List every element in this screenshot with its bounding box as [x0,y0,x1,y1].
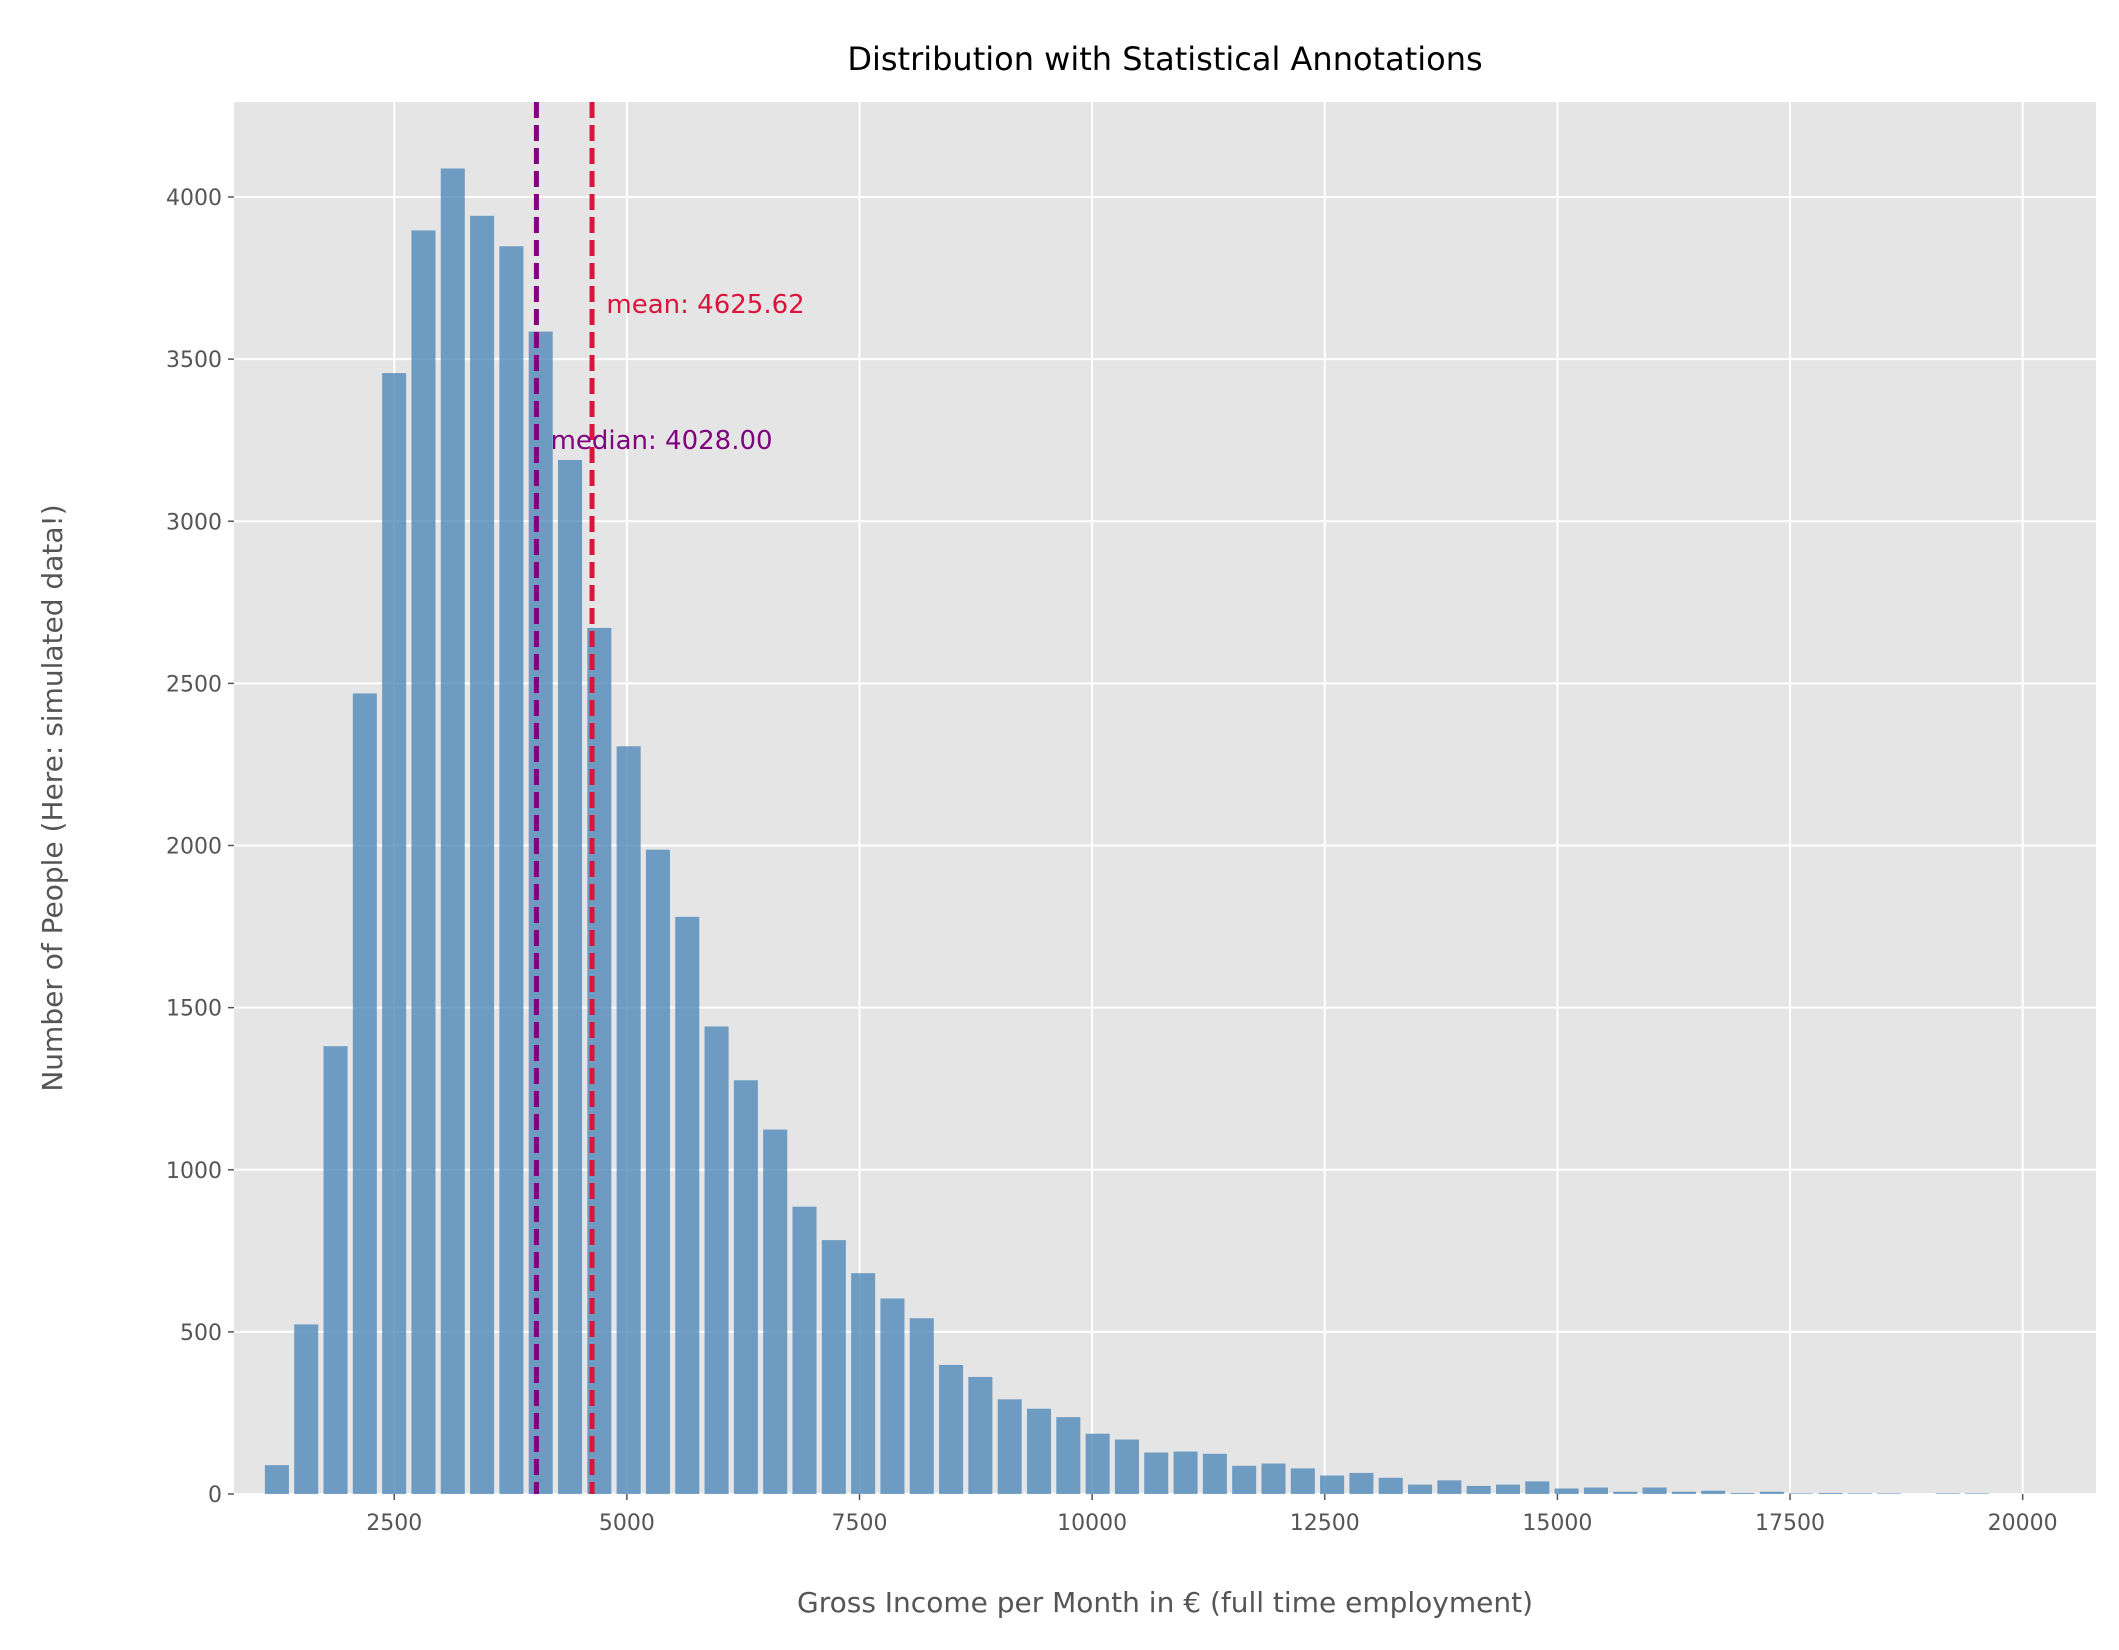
x-tick-label: 20000 [1988,1511,2058,1536]
histogram-bar [1789,1493,1814,1494]
y-axis-label: Number of People (Here: simulated data!) [36,504,69,1091]
stat-lines: mean: 4625.62 median: 4028.00 [533,102,805,1494]
histogram-bar [1935,1493,1960,1494]
median-label: median: 4028.00 [551,426,773,456]
x-tick-label: 12500 [1290,1511,1360,1536]
histogram-bar [1320,1475,1345,1494]
histogram-bar [1964,1493,1990,1494]
histogram-bar [499,246,524,1494]
y-tick-label: 2500 [166,672,222,697]
histogram-bar [1466,1485,1491,1494]
histogram-bar [557,459,583,1494]
histogram-bar [1671,1491,1696,1494]
y-tick-label: 500 [180,1321,222,1346]
histogram-bar [1759,1491,1784,1494]
histogram-bar [1085,1433,1110,1494]
histogram-bar [1261,1463,1286,1494]
mean-label: mean: 4625.62 [606,290,804,320]
histogram-bar [352,693,377,1494]
y-tick-label: 1000 [166,1159,222,1184]
histogram-bar [909,1318,934,1494]
histogram-bar [1437,1480,1462,1494]
histogram-bar [470,215,495,1495]
histogram-bar [294,1324,319,1494]
y-tick-label: 1500 [166,997,222,1022]
chart-title: Distribution with Statistical Annotation… [847,40,1482,78]
histogram-bar [968,1376,993,1494]
histogram-bar [1642,1487,1667,1494]
histogram-bar [616,746,641,1494]
histogram-bar [1349,1472,1374,1494]
histogram-bar [939,1364,964,1494]
histogram-bar [1583,1487,1608,1494]
x-tick-label: 2500 [366,1511,422,1536]
histogram-bar [1026,1408,1052,1494]
histogram-bar [440,168,465,1495]
bars [264,168,1990,1495]
x-tick-label: 7500 [832,1511,888,1536]
histogram-bar [1232,1465,1257,1494]
histogram-bar [1525,1481,1550,1494]
histogram-bar [1877,1493,1902,1494]
histogram-bar [763,1129,788,1494]
histogram-bar [1114,1439,1139,1494]
histogram-bar [382,373,407,1494]
x-tick-label: 17500 [1755,1511,1825,1536]
histogram-bar [528,331,553,1495]
histogram-bar [792,1206,817,1494]
x-axis-label: Gross Income per Month in € (full time e… [797,1586,1533,1619]
histogram-bar [1290,1468,1315,1494]
y-tick-label: 3500 [166,348,222,373]
histogram-bar [1056,1417,1081,1494]
histogram-bar [1730,1493,1755,1494]
histogram-bar [1378,1477,1403,1494]
histogram-bar [1408,1484,1433,1494]
x-tick-label: 10000 [1057,1511,1127,1536]
y-tick-label: 4000 [166,186,222,211]
ticks: 2500 5000 7500 10000 12500 15000 17500 20000 0 50… [166,186,2058,1536]
y-tick-label: 3000 [166,510,222,535]
histogram-bar [1144,1452,1169,1494]
y-tick-label: 2000 [166,835,222,860]
histogram-bar [733,1080,758,1494]
histogram-bar [1554,1488,1579,1494]
histogram-bar [704,1026,729,1494]
histogram-bar [1495,1484,1521,1494]
histogram-bar [851,1273,876,1494]
histogram-bar [675,916,700,1494]
histogram-bar [1701,1490,1726,1494]
histogram-bar [821,1240,846,1494]
x-tick-label: 15000 [1522,1511,1592,1536]
x-tick-label: 5000 [599,1511,655,1536]
histogram-bar [323,1046,348,1494]
histogram-bar [411,230,436,1495]
histogram-bar [645,849,670,1494]
histogram-bar [880,1298,905,1494]
histogram-bar [264,1465,289,1494]
y-tick-label: 0 [208,1483,222,1508]
histogram-bar [1613,1491,1638,1494]
histogram-bar [1847,1493,1872,1494]
histogram-bar [997,1399,1022,1494]
histogram-bar [1818,1493,1843,1494]
histogram-bar [1173,1451,1198,1494]
histogram-bar [1202,1453,1227,1494]
